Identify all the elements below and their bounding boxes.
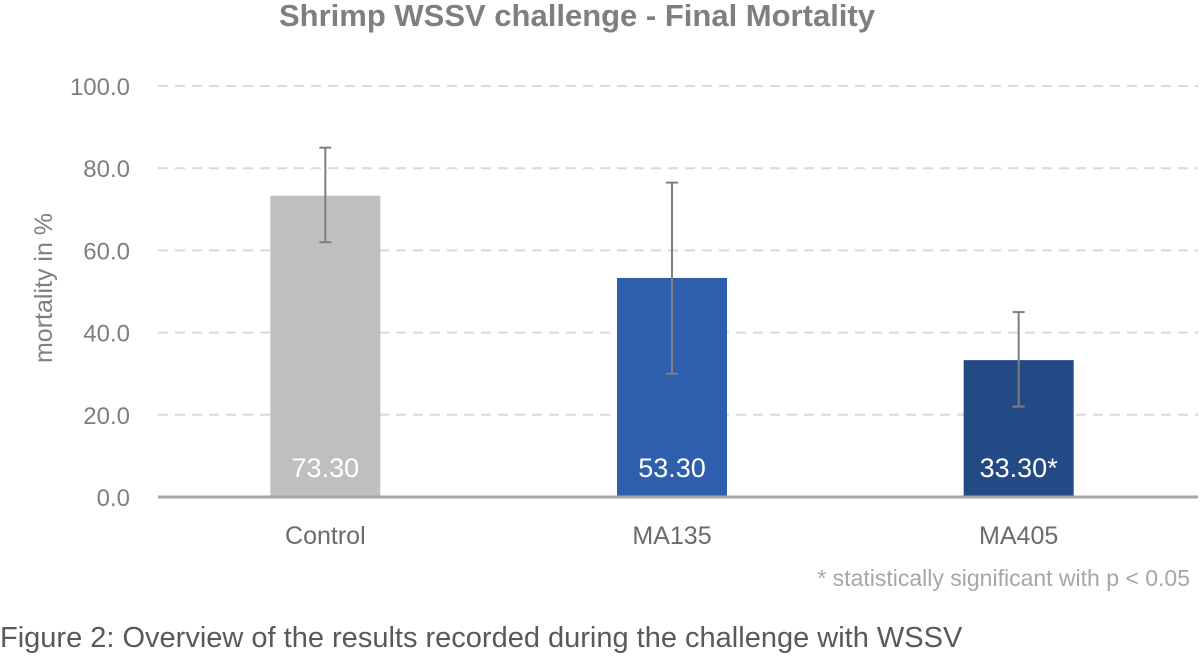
x-category-label: Control	[285, 522, 366, 550]
chart-title: Shrimp WSSV challenge - Final Mortality	[279, 0, 876, 33]
bars	[270, 195, 1074, 497]
figure-caption: Figure 2: Overview of the results record…	[0, 622, 963, 654]
data-label: 73.30	[292, 453, 360, 483]
data-labels: 73.30 53.30 33.30*	[292, 453, 1059, 483]
error-bars	[319, 146, 1025, 408]
footnote: * statistically significant with p < 0.0…	[817, 565, 1190, 591]
y-tick-label: 80.0	[83, 156, 130, 183]
data-label: 33.30*	[980, 453, 1059, 483]
y-tick-label: 40.0	[83, 321, 130, 348]
x-category-label: MA405	[979, 522, 1058, 550]
error-bar	[1012, 311, 1025, 408]
y-tick-label: 100.0	[70, 74, 130, 101]
x-category-label: MA135	[632, 522, 711, 550]
data-label: 53.30	[638, 453, 706, 483]
y-axis-title: mortality in %	[30, 213, 58, 363]
y-tick-label: 20.0	[83, 403, 130, 430]
x-axis-categories: Control MA135 MA405	[285, 522, 1058, 550]
y-tick-label: 60.0	[83, 238, 130, 265]
y-tick-label: 0.0	[97, 485, 130, 512]
bar-control	[270, 195, 381, 497]
y-axis-ticks: 0.0 20.0 40.0 60.0 80.0 100.0	[70, 74, 130, 512]
error-bar	[319, 146, 332, 244]
error-bar	[666, 181, 678, 375]
